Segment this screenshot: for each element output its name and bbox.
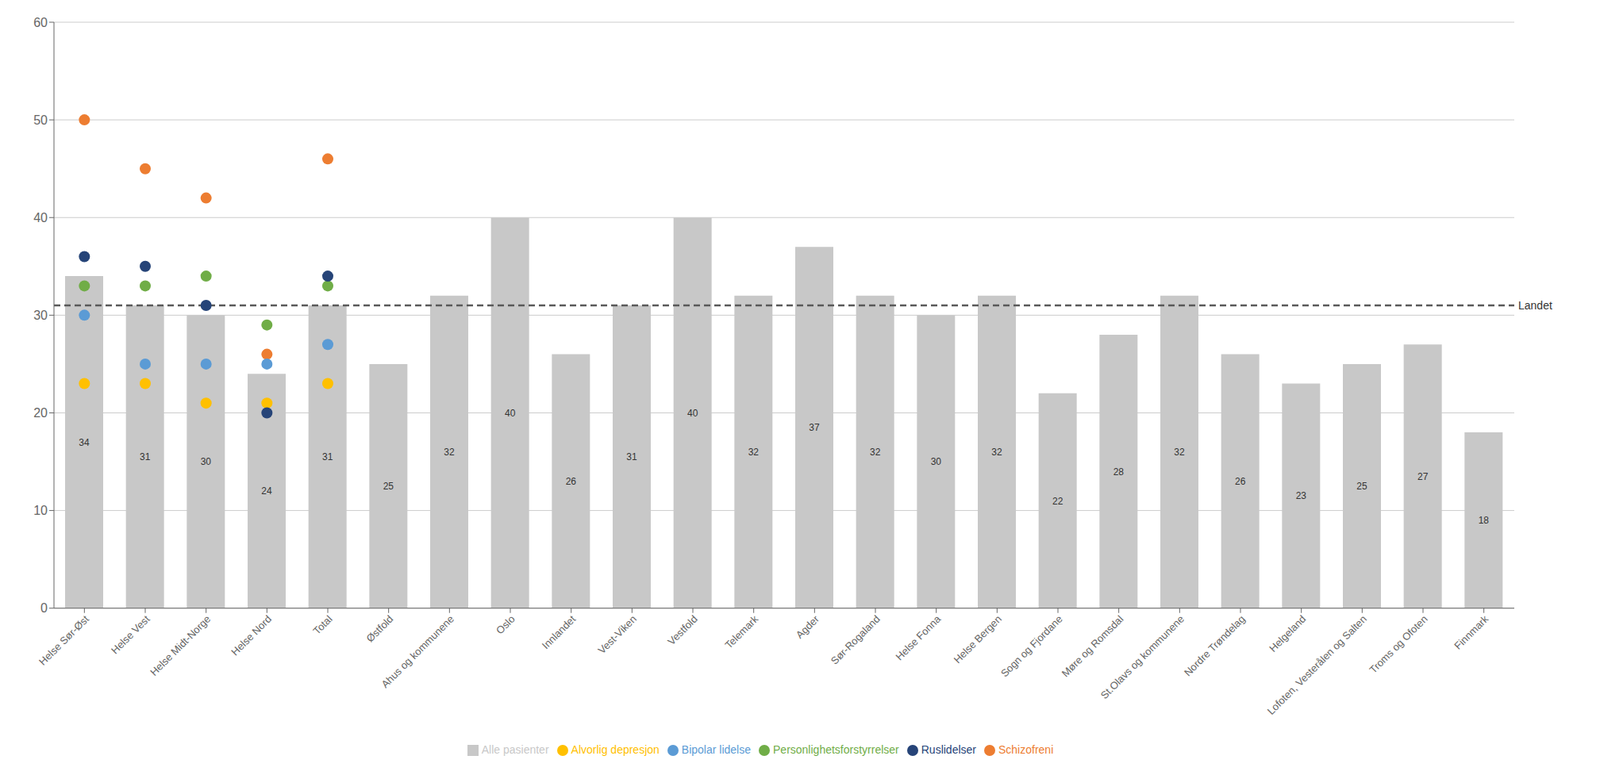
svg-text:32: 32 <box>869 446 881 458</box>
svg-text:Ahus og kommunene: Ahus og kommunene <box>378 613 456 691</box>
svg-text:St.Olavs og kommunene: St.Olavs og kommunene <box>1098 613 1187 702</box>
svg-text:25: 25 <box>1356 480 1368 493</box>
svg-text:Nordre Trøndelag: Nordre Trøndelag <box>1181 613 1248 680</box>
svg-text:Helgeland: Helgeland <box>1266 613 1308 655</box>
svg-text:30: 30 <box>200 456 212 468</box>
html-text:Personlighetsforstyrrelser: Personlighetsforstyrrelser <box>773 743 900 757</box>
svg-text:31: 31 <box>626 451 638 463</box>
svg-text:32: 32 <box>748 446 760 458</box>
svg-text:Innlandet: Innlandet <box>539 612 579 652</box>
svg-text:Troms og Ofoten: Troms og Ofoten <box>1366 613 1430 677</box>
svg-text:Landet: Landet <box>1518 299 1553 312</box>
svg-text:26: 26 <box>565 476 577 488</box>
svg-text:Total: Total <box>311 613 335 638</box>
svg-text:18: 18 <box>1478 515 1490 527</box>
svg-text:34: 34 <box>78 437 90 449</box>
svg-text:28: 28 <box>1113 466 1125 478</box>
html-text:Bipolar lidelse: Bipolar lidelse <box>681 743 751 757</box>
svg-text:Helse Fonna: Helse Fonna <box>893 612 944 663</box>
svg-text:22: 22 <box>1052 496 1064 508</box>
svg-text:31: 31 <box>139 451 151 463</box>
svg-text:Sogn og Fjordane: Sogn og Fjordane <box>998 613 1066 681</box>
svg-text:Helse Midt-Norge: Helse Midt-Norge <box>147 613 213 679</box>
svg-text:Vestfold: Vestfold <box>665 613 700 648</box>
svg-text:31: 31 <box>322 451 334 463</box>
svg-text:24: 24 <box>261 485 273 497</box>
svg-text:Helse Nord: Helse Nord <box>228 613 274 659</box>
html-text:Alle pasienter: Alle pasienter <box>481 743 549 757</box>
svg-text:40: 40 <box>687 407 699 420</box>
svg-text:40: 40 <box>504 407 516 420</box>
svg-text:Lofoten, Vesterålen og Salten: Lofoten, Vesterålen og Salten <box>1265 613 1370 718</box>
svg-text:50: 50 <box>33 113 48 127</box>
svg-text:Agder: Agder <box>793 612 823 642</box>
svg-text:Sør-Rogaland: Sør-Rogaland <box>828 613 883 668</box>
svg-text:40: 40 <box>33 211 48 225</box>
svg-text:23: 23 <box>1296 490 1308 502</box>
svg-text:60: 60 <box>33 15 48 30</box>
svg-text:27: 27 <box>1417 471 1429 483</box>
html-text:Alvorlig depresjon: Alvorlig depresjon <box>571 743 660 757</box>
svg-text:26: 26 <box>1234 476 1247 488</box>
svg-text:Finnmark: Finnmark <box>1451 612 1491 652</box>
svg-text:Oslo: Oslo <box>493 613 518 638</box>
svg-text:Helse Sør-Øst: Helse Sør-Øst <box>36 612 92 668</box>
svg-text:Telemark: Telemark <box>722 612 761 651</box>
svg-text:32: 32 <box>443 446 455 458</box>
svg-text:0: 0 <box>40 601 48 616</box>
svg-text:Vest-Viken: Vest-Viken <box>596 613 639 657</box>
svg-text:20: 20 <box>33 406 48 420</box>
svg-text:Møre og Romsdal: Møre og Romsdal <box>1059 613 1127 681</box>
svg-text:Helse Vest: Helse Vest <box>108 612 153 657</box>
svg-text:30: 30 <box>33 308 48 323</box>
svg-text:32: 32 <box>1173 446 1185 458</box>
svg-text:30: 30 <box>930 456 943 468</box>
html-text:Ruslidelser: Ruslidelser <box>921 743 977 757</box>
svg-text:Østfold: Østfold <box>364 613 397 646</box>
svg-text:32: 32 <box>991 446 1003 458</box>
svg-text:37: 37 <box>808 422 820 434</box>
svg-text:10: 10 <box>33 503 48 518</box>
html-text:Schizofreni: Schizofreni <box>998 743 1054 757</box>
svg-text:25: 25 <box>383 480 395 493</box>
svg-text:Helse Bergen: Helse Bergen <box>951 613 1004 666</box>
